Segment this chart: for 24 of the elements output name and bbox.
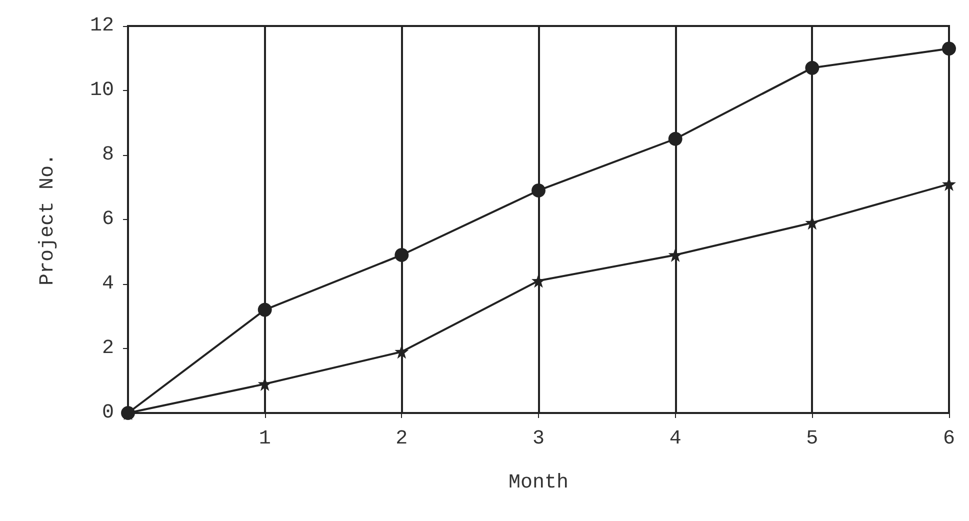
x-tick-label: 1 (258, 428, 271, 450)
y-tick-label: 8 (102, 144, 114, 166)
point (668, 248, 682, 262)
point (394, 248, 409, 262)
y-axis-title: Project No. (36, 153, 60, 286)
y-tick-label: 0 (102, 402, 114, 424)
y-tick-label: 2 (102, 337, 114, 360)
point (668, 132, 682, 146)
point (942, 42, 956, 56)
x-axis-title: Month (508, 472, 569, 494)
point (258, 302, 272, 317)
point (532, 183, 546, 198)
y-tick-label: 6 (102, 208, 114, 231)
point (805, 60, 820, 75)
y-tick-label: 12 (90, 14, 114, 38)
x-tick-label: 3 (532, 428, 545, 450)
y-tick-label: 10 (90, 79, 114, 102)
point (532, 274, 546, 288)
x-tick-label: 5 (806, 428, 818, 450)
y-tick-label: 4 (102, 272, 114, 296)
point (394, 344, 409, 359)
x-tick-label: 6 (942, 428, 956, 450)
x-tick-label: 2 (396, 428, 408, 450)
x-tick-label: 4 (669, 428, 682, 450)
